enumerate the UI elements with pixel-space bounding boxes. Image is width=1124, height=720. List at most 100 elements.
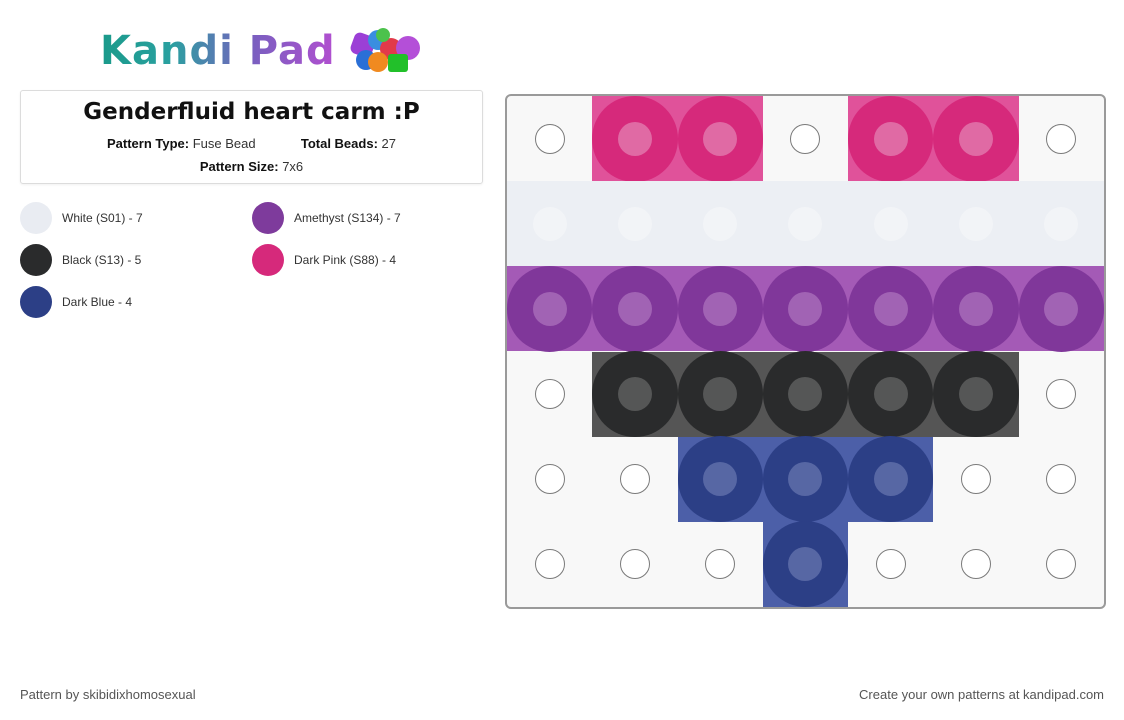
bead-cell[interactable] [507,265,593,352]
bead-cell[interactable] [762,436,849,523]
empty-peg [619,549,650,580]
legend-label: Dark Blue - 4 [62,295,133,309]
bead [507,265,593,352]
pattern-size-row: Pattern Size: 7x6 [21,159,482,174]
bead-hole [788,291,823,326]
bead [848,436,934,523]
empty-peg-cell[interactable] [507,437,592,522]
bead-cell[interactable] [677,265,763,352]
bead-hole [788,547,823,582]
bead-hole [788,377,823,412]
bead-cell[interactable] [933,351,1019,438]
bead-cell[interactable] [933,180,1019,267]
color-swatch [20,286,52,318]
empty-peg-cell[interactable] [1019,522,1104,607]
total-beads-label: Total Beads: [300,136,378,151]
bead-hole [532,206,567,241]
empty-peg-cell[interactable] [1019,96,1104,181]
empty-peg-cell[interactable] [507,96,592,181]
empty-peg-cell[interactable] [592,522,677,607]
empty-peg [1046,379,1077,410]
kandipad-link[interactable]: Create your own patterns at kandipad.com [859,687,1104,702]
bead-cell[interactable] [592,265,678,352]
pattern-size-value: 7x6 [282,159,304,174]
legend-label: Dark Pink (S88) - 4 [294,253,397,267]
bead-hole [959,121,994,156]
bead-hole [703,121,738,156]
bead-cell[interactable] [1018,180,1104,267]
empty-peg [1046,123,1077,154]
bead-cell[interactable] [933,265,1019,352]
bead-cell[interactable] [592,180,678,267]
legend-item: Black (S13) - 5 [20,244,141,276]
empty-peg [961,464,992,495]
empty-peg [961,549,992,580]
bead-cell[interactable] [848,180,934,267]
bead [592,265,678,352]
bead-hole [873,121,908,156]
bead-cell[interactable] [933,96,1019,182]
empty-peg-cell[interactable] [1019,437,1104,522]
bead-pattern-board [505,94,1106,609]
empty-peg-cell[interactable] [1019,352,1104,437]
bead-hole [703,462,738,497]
bead-cell[interactable] [848,351,934,438]
pattern-author: Pattern by skibidixhomosexual [20,687,196,702]
kandipad-logo[interactable]: Kandi Pad [100,26,428,76]
bead [762,265,849,352]
bead [507,180,593,267]
color-swatch [20,244,52,276]
bead-hole [1044,291,1079,326]
bead-hole [959,291,994,326]
bead-hole [873,462,908,497]
empty-peg [1046,464,1077,495]
bead-cell[interactable] [592,96,678,182]
bead-cell[interactable] [677,351,763,438]
bead-hole [617,121,652,156]
bead-cell[interactable] [848,436,934,523]
empty-peg-cell[interactable] [592,437,677,522]
pattern-size-label: Pattern Size: [199,159,279,174]
bead-hole [959,206,994,241]
bead-hole [873,377,908,412]
legend-label: Black (S13) - 5 [62,253,142,267]
bead [677,436,763,523]
empty-peg-cell[interactable] [933,437,1018,522]
bead [848,265,934,352]
bead-cell[interactable] [762,265,849,352]
bead-cell[interactable] [762,180,849,267]
empty-peg [534,464,565,495]
pattern-title: Genderfluid heart carm :P [83,99,420,125]
bead [933,351,1019,438]
bead [848,96,934,182]
bead [762,351,849,438]
bead-cell[interactable] [507,180,593,267]
empty-peg-cell[interactable] [848,522,933,607]
bead-hole [617,206,652,241]
bead-cell[interactable] [762,521,849,607]
pattern-meta-row: Pattern Type: Fuse Bead Total Beads: 27 [21,136,482,151]
bead-hole [1044,206,1079,241]
bead-hole [617,291,652,326]
bead-hole [532,291,567,326]
bead-cell[interactable] [677,436,763,523]
pattern-type-label: Pattern Type: [106,136,190,151]
empty-peg-cell[interactable] [763,96,848,181]
bead-cell[interactable] [677,96,763,182]
bead [677,96,763,182]
bead [933,180,1019,267]
bead-cell[interactable] [677,180,763,267]
empty-peg-cell[interactable] [507,352,592,437]
empty-peg-cell[interactable] [507,522,592,607]
bead [848,180,934,267]
total-beads-value: 27 [381,136,396,151]
empty-peg [705,549,736,580]
bead-cell[interactable] [1018,265,1104,352]
bead-cell[interactable] [848,96,934,182]
bead-cell[interactable] [592,351,678,438]
empty-peg-cell[interactable] [678,522,763,607]
bead-cell[interactable] [848,265,934,352]
bead-cell[interactable] [762,351,849,438]
legend-label: Amethyst (S134) - 7 [294,211,401,225]
empty-peg-cell[interactable] [933,522,1018,607]
